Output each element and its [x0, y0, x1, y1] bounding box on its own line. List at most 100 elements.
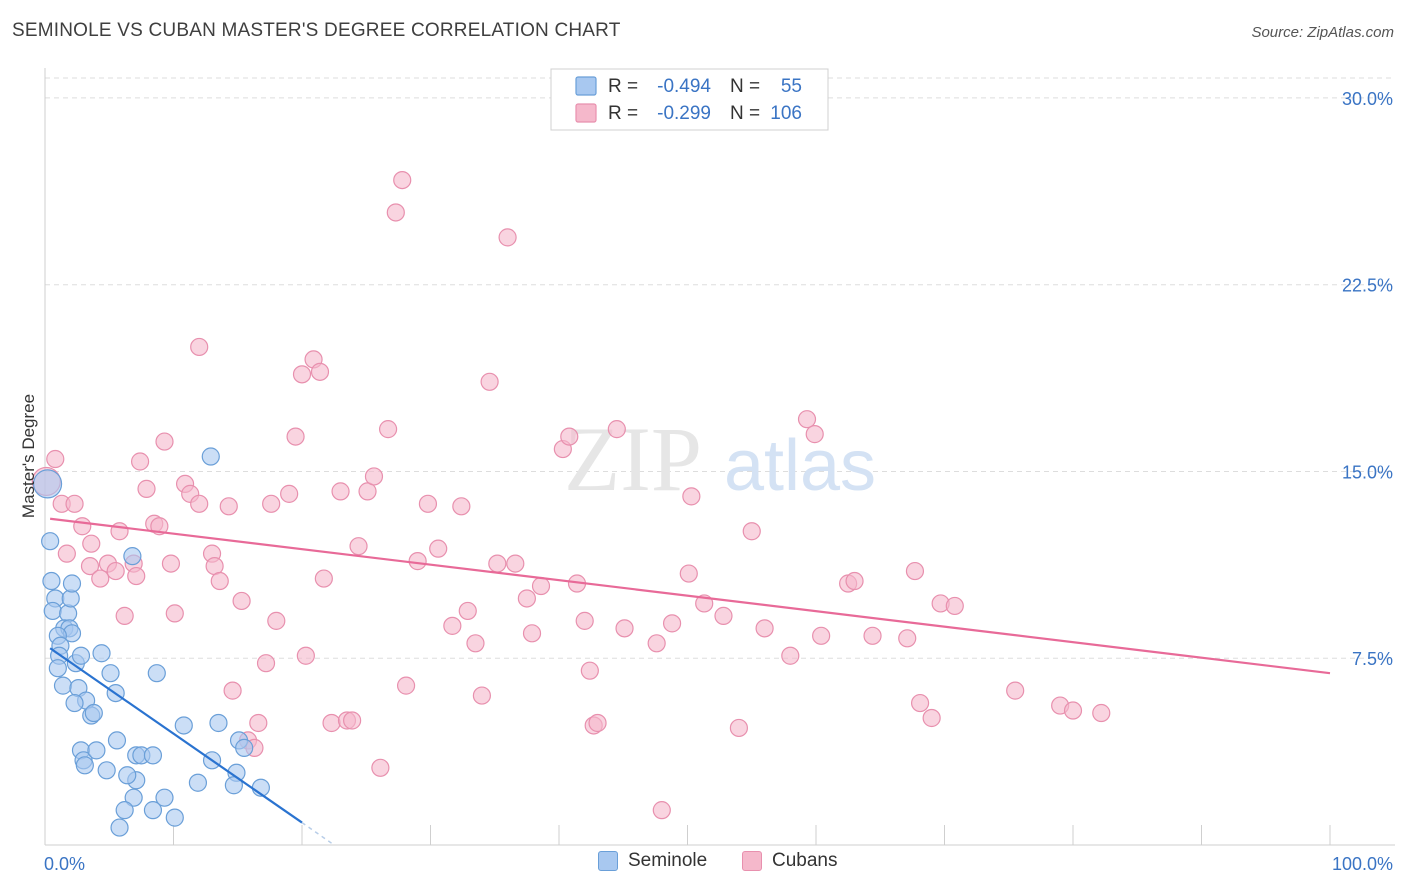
cubans-swatch — [742, 851, 762, 871]
cubans-point — [443, 616, 462, 635]
seminole-swatch — [598, 851, 618, 871]
cubans-point — [560, 427, 579, 446]
cubans-point — [371, 758, 390, 777]
cubans-point — [396, 676, 416, 695]
trend-lines — [49, 517, 1331, 846]
y-tick-label: 30.0% — [1342, 89, 1393, 109]
seminole-point — [123, 547, 142, 566]
cubans-point — [190, 494, 209, 513]
cubans-point — [472, 686, 491, 705]
cubans-point — [607, 420, 626, 439]
x-tick-label: 0.0% — [44, 854, 85, 874]
cubans-point — [580, 661, 599, 680]
cubans-point — [714, 606, 733, 625]
cubans-point — [575, 611, 594, 630]
axes — [44, 68, 1395, 846]
cubans-point — [364, 467, 384, 486]
legend-item-seminole[interactable]: Seminole — [598, 850, 707, 872]
seminole-point — [65, 693, 84, 713]
cubans-point — [1006, 681, 1025, 700]
seminole-point — [188, 773, 208, 792]
cubans-point — [73, 517, 92, 536]
cubans-point — [679, 564, 698, 583]
cubans-point — [522, 624, 542, 643]
cubans-point — [137, 479, 156, 498]
gridlines — [45, 77, 1395, 659]
legend-label-seminole: Seminole — [628, 850, 708, 871]
cubans-point — [488, 554, 507, 573]
cubans-point — [80, 556, 100, 576]
cubans-point — [452, 497, 471, 516]
cubans-point — [223, 681, 242, 700]
seminole-point — [53, 676, 73, 695]
cubans-point — [429, 539, 448, 558]
cubans-point — [652, 801, 671, 820]
seminole-point — [32, 469, 63, 499]
legend-label-cubans: Cubans — [772, 850, 838, 871]
cubans-r-label: R = — [608, 103, 638, 124]
seminole-point — [124, 788, 143, 807]
seminole-point — [75, 756, 94, 775]
cubans-point — [57, 544, 76, 563]
cubans-point — [190, 337, 209, 357]
cubans-point — [322, 713, 341, 733]
cubans-point — [378, 420, 398, 439]
seminole-point — [87, 741, 106, 760]
watermark-atlas: atlas — [724, 426, 876, 506]
seminole-point — [43, 601, 62, 621]
cubans-point — [82, 534, 101, 553]
cubans-point — [65, 494, 84, 513]
cubans-r-value: -0.299 — [657, 103, 711, 124]
cubans-point — [296, 646, 315, 665]
seminole-points — [32, 447, 270, 837]
seminole-point — [201, 447, 220, 466]
y-axis-label: Master's Degree — [19, 394, 38, 518]
cubans-legend-swatch — [575, 103, 597, 123]
cubans-point — [130, 452, 150, 471]
cubans-point — [922, 708, 941, 728]
seminole-point — [143, 801, 163, 820]
seminole-point — [41, 532, 60, 551]
y-tick-label: 15.0% — [1342, 462, 1393, 482]
cubans-point — [256, 654, 276, 673]
cubans-point — [517, 589, 536, 608]
cubans-point — [863, 626, 882, 645]
cubans-point — [1063, 701, 1083, 720]
legend-item-cubans[interactable]: Cubans — [742, 850, 838, 872]
seminole-r-label: R = — [608, 76, 638, 97]
cubans-point — [115, 606, 134, 625]
cubans-point — [682, 487, 701, 506]
cubans-point — [267, 611, 286, 630]
cubans-point — [106, 561, 125, 581]
seminole-point — [174, 716, 193, 735]
seminole-point — [62, 574, 82, 593]
seminole-point — [110, 818, 129, 837]
cubans-point — [210, 571, 229, 591]
seminole-point — [209, 713, 228, 733]
cubans-point — [91, 569, 110, 588]
cubans-point — [797, 410, 817, 429]
seminole-point — [107, 731, 127, 750]
watermark: ZIP atlas — [564, 408, 876, 510]
cubans-point — [480, 372, 499, 391]
watermark-zip: ZIP — [564, 408, 702, 510]
seminole-point — [42, 571, 61, 591]
cubans-point — [127, 566, 146, 586]
cubans-point — [161, 554, 181, 573]
seminole-legend-swatch — [575, 76, 597, 96]
cubans-point — [418, 494, 438, 513]
cubans-n-label: N = — [730, 103, 760, 124]
seminole-n-value: 55 — [781, 76, 802, 97]
cubans-point — [110, 522, 129, 541]
cubans-point — [314, 569, 333, 588]
cubans-point — [1092, 703, 1111, 723]
seminole-point — [97, 761, 116, 780]
cubans-point — [155, 432, 174, 451]
cubans-point — [408, 552, 427, 571]
tick-labels: 7.5% 15.0% 22.5% 30.0% 0.0% 100.0% — [44, 89, 1393, 874]
seminole-point — [143, 746, 163, 765]
chart-title: SEMINOLE VS CUBAN MASTER'S DEGREE CORREL… — [12, 20, 621, 41]
cubans-point — [349, 537, 368, 556]
y-tick-label: 7.5% — [1352, 649, 1393, 669]
